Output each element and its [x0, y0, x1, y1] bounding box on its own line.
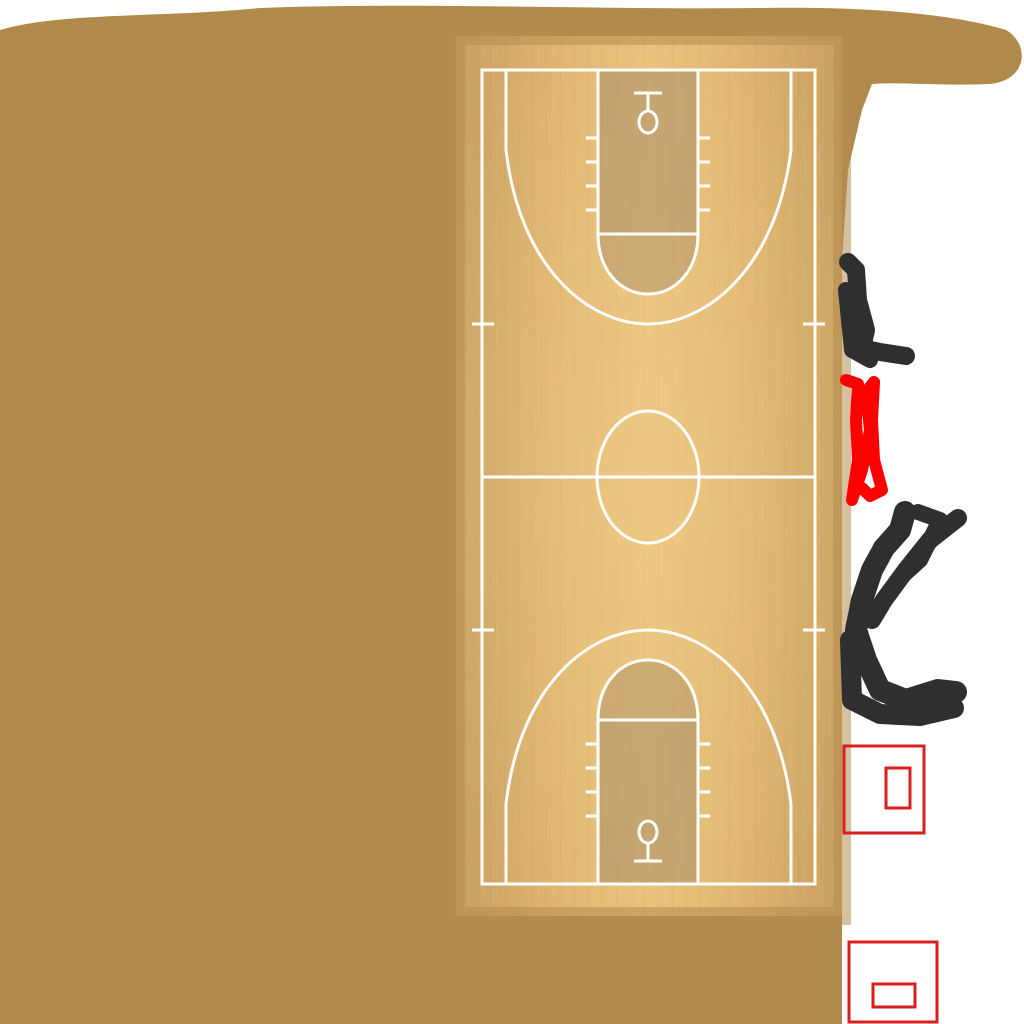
court-lines	[472, 68, 825, 886]
red-outline-box	[847, 940, 939, 1024]
dark-scribble	[838, 253, 967, 726]
basketball-court	[447, 27, 851, 925]
red-outline-box	[842, 744, 926, 835]
red-scribble	[840, 374, 888, 506]
